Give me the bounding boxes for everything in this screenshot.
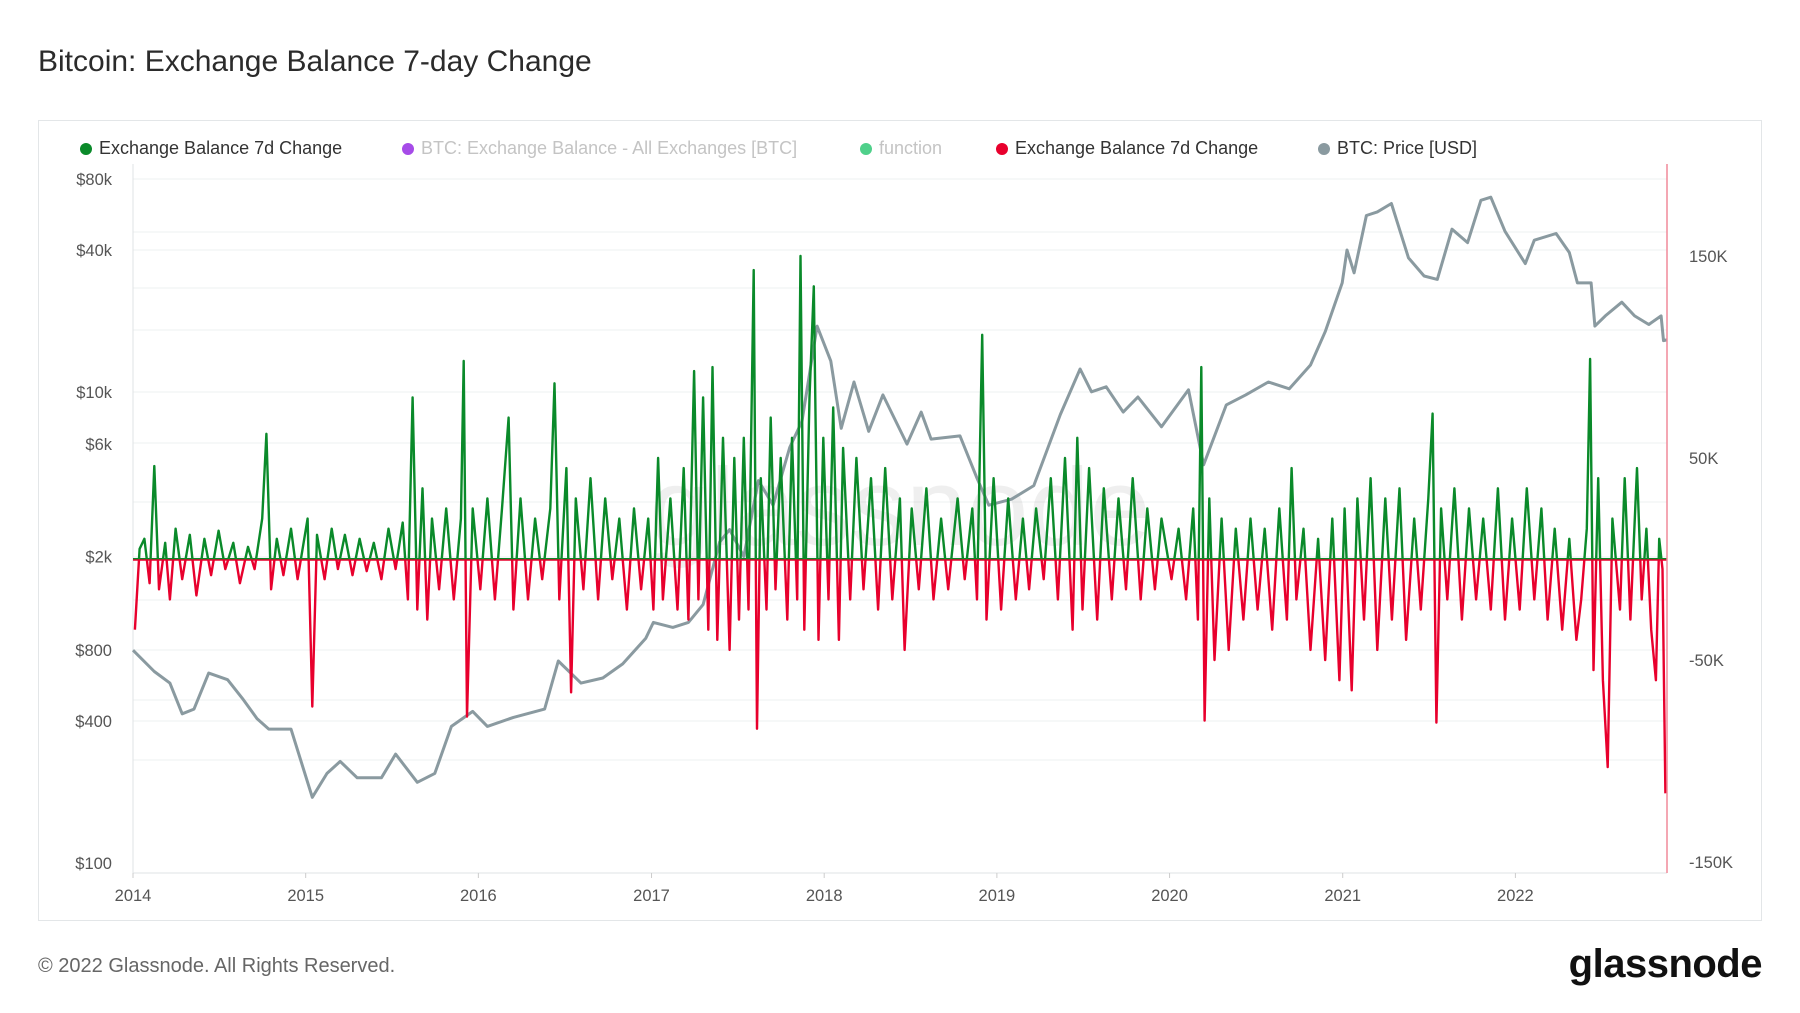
chart-frame [38,120,1762,921]
legend-item-btc-price[interactable]: BTC: Price [USD] [1318,138,1477,159]
y-right-tick-label: -150K [1689,854,1733,872]
y-left-tick-label: $400 [75,713,112,731]
y-left-tick-label: $800 [75,642,112,660]
legend-label: Exchange Balance 7d Change [99,138,343,158]
legend-item-exchange-balance-7d-change-negative[interactable]: Exchange Balance 7d Change [996,138,1258,159]
legend-item-exchange-balance-all[interactable]: BTC: Exchange Balance - All Exchanges [B… [402,138,797,159]
flow-line-positive [137,254,1663,559]
y-right-tick-label: 50K [1689,450,1718,468]
x-tick-label: 2021 [1324,887,1361,905]
x-tick-label: 2018 [806,887,843,905]
x-tick-label: 2015 [287,887,324,905]
legend: Exchange Balance 7d Change BTC: Exchange… [0,138,1800,162]
x-tick-label: 2020 [1151,887,1188,905]
y-left-tick-label: $6k [85,436,112,454]
x-tick-label: 2022 [1497,887,1534,905]
y-left-tick-label: $10k [76,384,113,402]
y-right-tick-label: 150K [1689,248,1728,266]
y-left-tick-label: $80k [76,171,113,189]
legend-item-function[interactable]: function [860,138,942,159]
chart-title: Bitcoin: Exchange Balance 7-day Change [38,45,592,78]
y-left-tick-label: $2k [85,548,112,566]
y-left-tick-label: $40k [76,242,113,260]
copyright: © 2022 Glassnode. All Rights Reserved. [38,955,396,977]
legend-dot-icon [860,142,872,155]
legend-item-exchange-balance-7d-change-positive[interactable]: Exchange Balance 7d Change [80,138,342,159]
price-line [131,195,1668,799]
legend-dot-icon [80,142,92,155]
legend-dot-icon [996,142,1008,155]
x-tick-label: 2017 [633,887,670,905]
legend-dot-icon [1318,142,1330,155]
y-right-tick-label: -50K [1689,652,1724,670]
legend-dot-icon [402,142,414,155]
legend-label: Exchange Balance 7d Change [1015,138,1259,158]
legend-label: BTC: Exchange Balance - All Exchanges [B… [421,138,798,158]
x-tick-label: 2014 [115,887,152,905]
x-tick-label: 2016 [460,887,497,905]
y-left-tick-label: $100 [75,855,112,873]
legend-label: function [879,138,943,158]
legend-label: BTC: Price [USD] [1337,138,1478,158]
x-tick-label: 2019 [979,887,1016,905]
glassnode-logo[interactable]: glassnode [1568,942,1763,986]
